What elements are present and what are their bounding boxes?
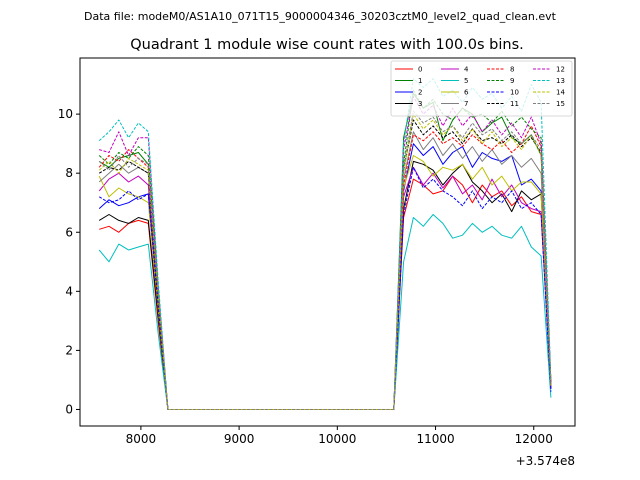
legend-label-6: 6 xyxy=(464,89,469,97)
plot-border xyxy=(79,57,576,427)
legend-label-14: 14 xyxy=(556,89,565,97)
y-tick-label: 0 xyxy=(65,402,73,416)
legend-label-5: 5 xyxy=(464,77,468,85)
legend-frame xyxy=(390,60,573,117)
y-tick-label: 8 xyxy=(65,166,73,180)
legend-label-11: 11 xyxy=(510,100,519,108)
x-tick-label: 10000 xyxy=(318,432,356,446)
legend-label-3: 3 xyxy=(418,100,422,108)
chart-title: Quadrant 1 module wise count rates with … xyxy=(130,37,524,53)
legend-label-1: 1 xyxy=(418,77,422,85)
series-line-15 xyxy=(98,110,552,410)
y-tick-label: 4 xyxy=(65,284,73,298)
legend-label-2: 2 xyxy=(418,89,422,97)
plot-area xyxy=(79,57,576,427)
legend-label-10: 10 xyxy=(510,89,519,97)
figure-suptitle: Data file: modeM0/AS1A10_071T15_90000043… xyxy=(84,10,557,23)
legend-label-0: 0 xyxy=(418,66,422,74)
legend-label-13: 13 xyxy=(556,77,565,85)
series-group xyxy=(98,78,552,410)
x-tick-label: 8000 xyxy=(126,432,157,446)
y-axis: 0 2 4 6 8 10 xyxy=(58,107,80,416)
x-tick-label: 12000 xyxy=(515,432,553,446)
legend-label-4: 4 xyxy=(464,66,469,74)
y-tick-label: 10 xyxy=(58,107,73,121)
legend-label-7: 7 xyxy=(464,100,468,108)
x-tick-label: 11000 xyxy=(416,432,454,446)
legend-label-15: 15 xyxy=(556,100,565,108)
x-axis-offset-label: +3.574e8 xyxy=(516,454,575,468)
legend-label-8: 8 xyxy=(510,66,514,74)
x-tick-label: 9000 xyxy=(224,432,255,446)
y-tick-label: 6 xyxy=(65,225,73,239)
legend-label-12: 12 xyxy=(556,66,565,74)
legend-label-9: 9 xyxy=(510,77,514,85)
x-axis: 8000 9000 10000 11000 12000 xyxy=(126,426,553,446)
y-tick-label: 2 xyxy=(65,343,73,357)
